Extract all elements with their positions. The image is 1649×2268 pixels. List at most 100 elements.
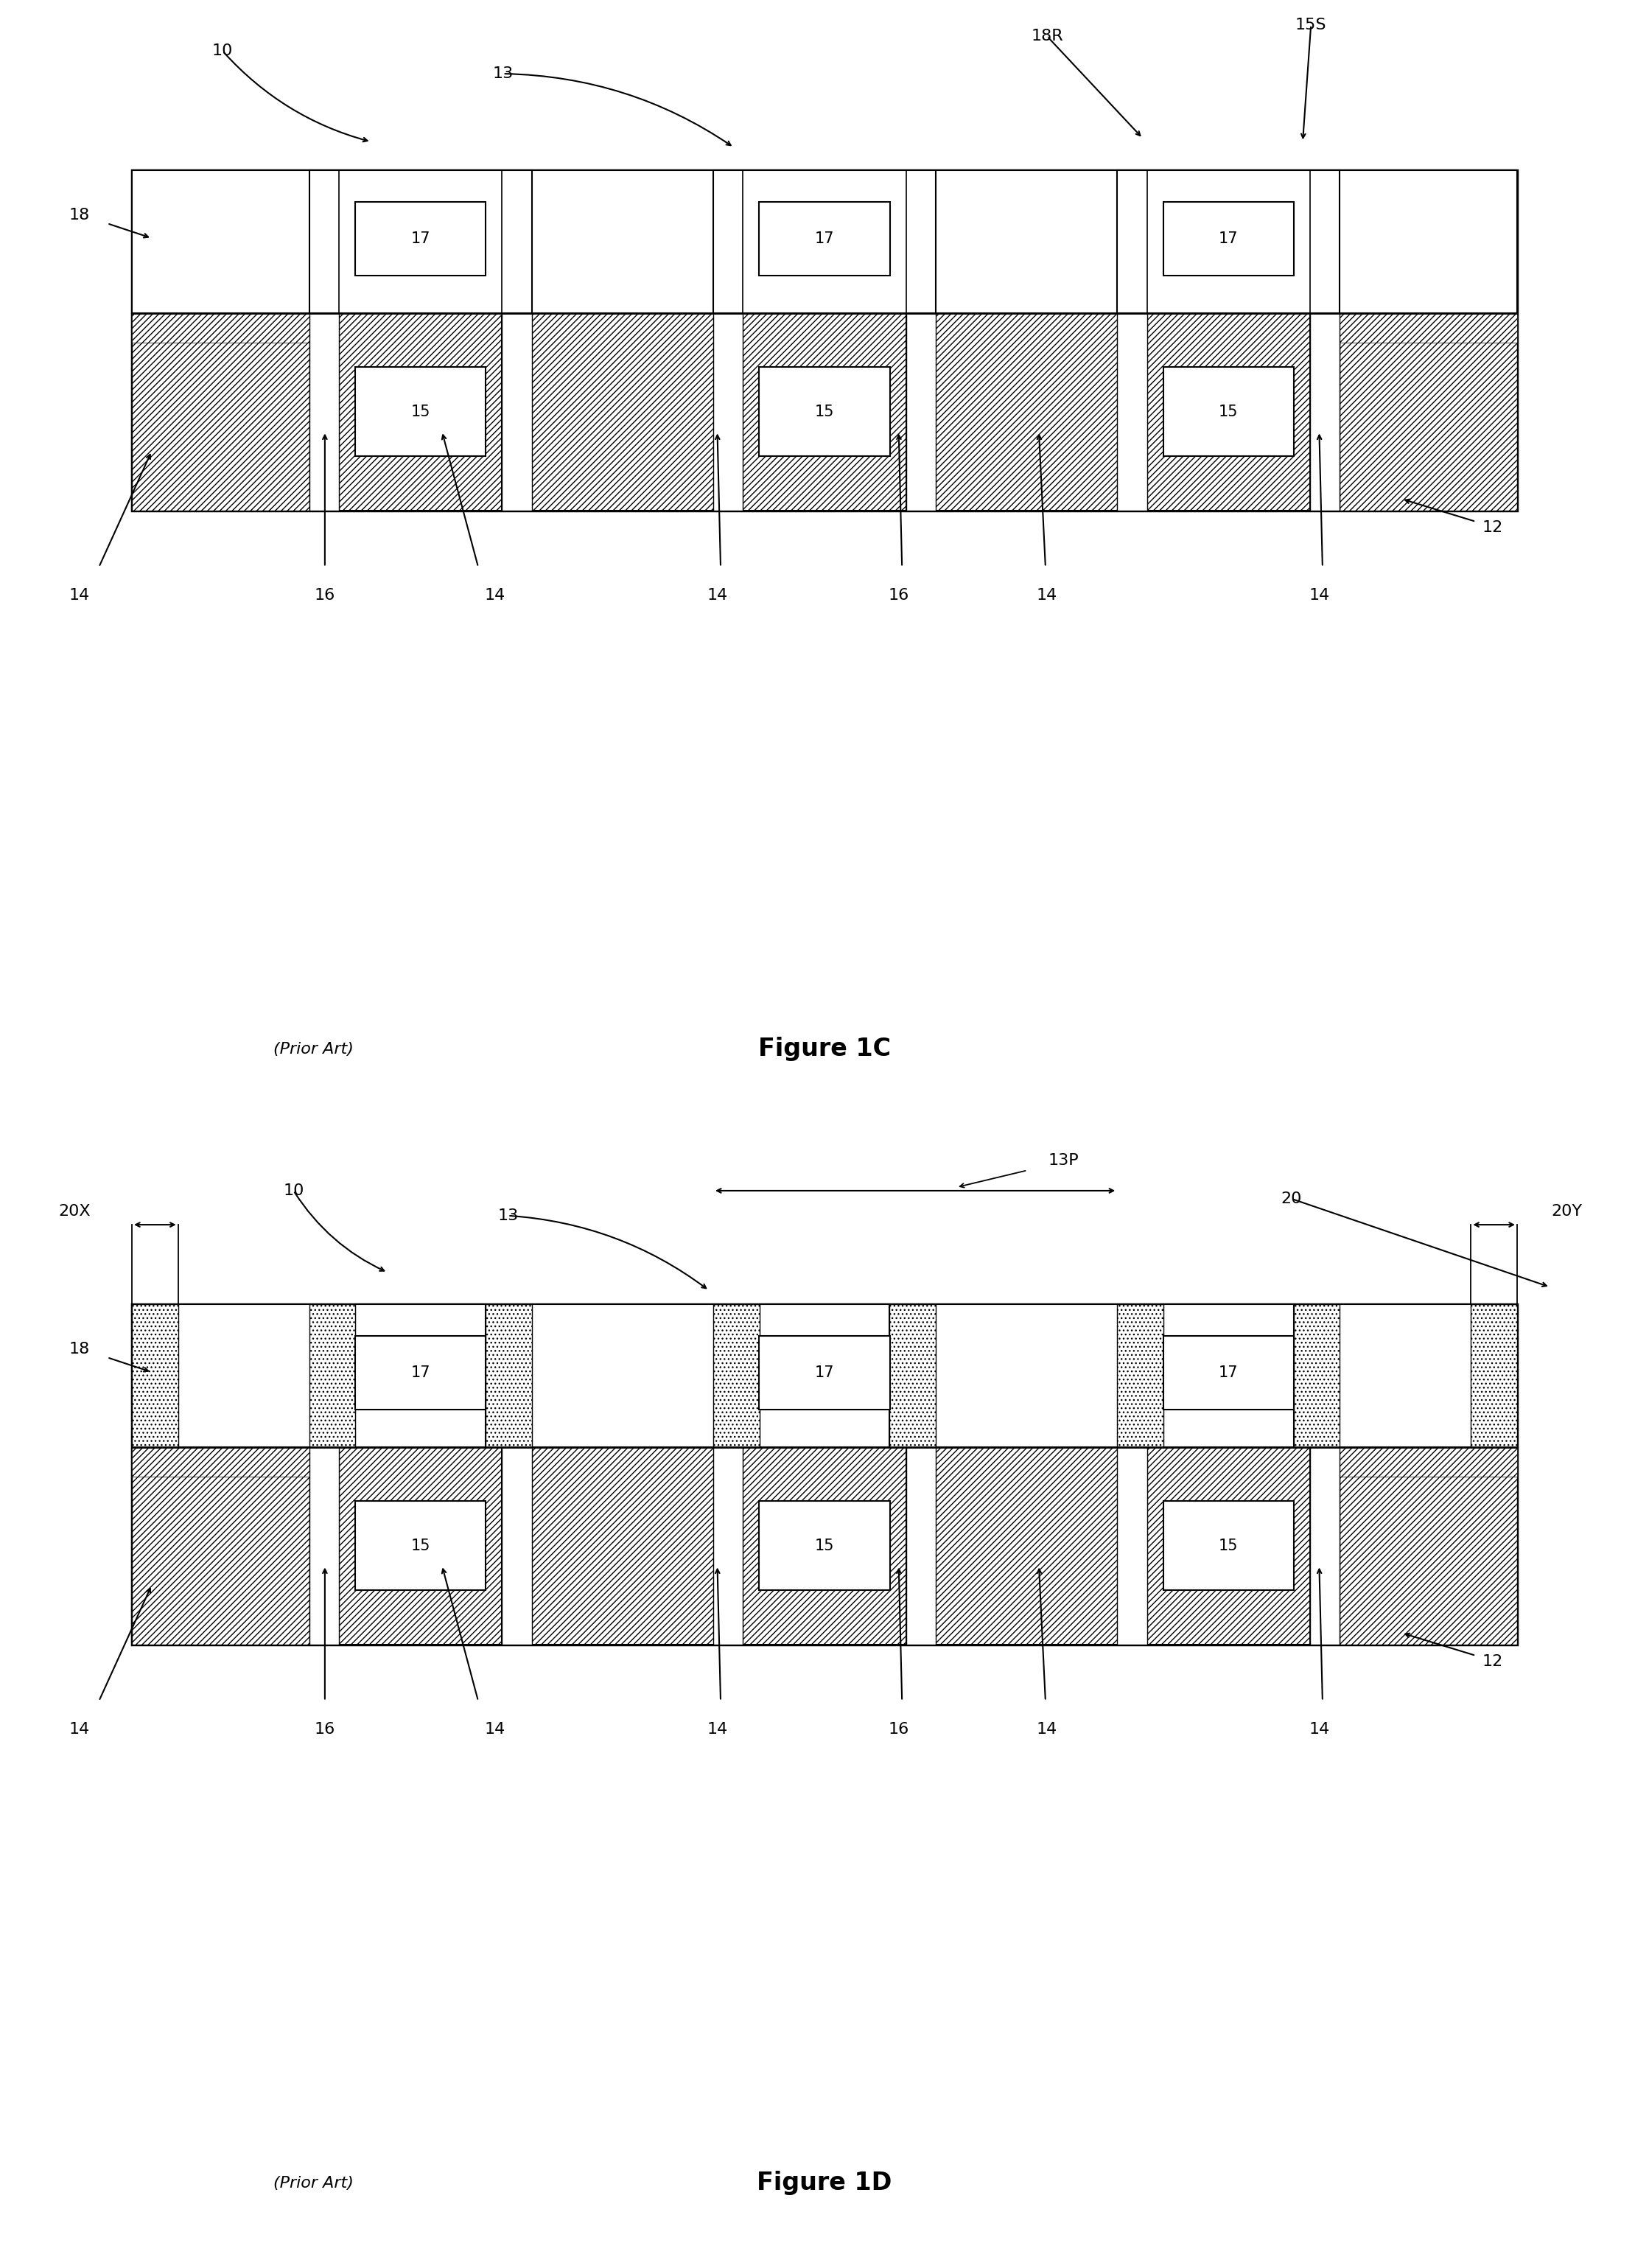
- Bar: [1164, 1304, 1293, 1447]
- Bar: [1309, 1447, 1339, 1644]
- Text: 18: 18: [69, 1343, 89, 1356]
- Text: 14: 14: [1309, 587, 1329, 603]
- Bar: [1339, 313, 1517, 510]
- Text: 10: 10: [284, 1184, 303, 1198]
- Bar: [132, 1304, 1517, 1447]
- Bar: [310, 170, 531, 313]
- Bar: [712, 313, 742, 510]
- Bar: [712, 170, 937, 313]
- Bar: [1118, 1447, 1148, 1644]
- Bar: [759, 367, 890, 456]
- Text: 14: 14: [69, 587, 89, 603]
- Text: 20: 20: [1281, 1191, 1301, 1207]
- Text: 13P: 13P: [1049, 1154, 1078, 1168]
- Bar: [132, 170, 1517, 510]
- Text: 17: 17: [815, 1365, 834, 1379]
- Bar: [356, 1304, 485, 1447]
- Bar: [355, 1336, 486, 1411]
- Text: 18: 18: [69, 209, 89, 222]
- Text: 15: 15: [815, 1538, 834, 1554]
- Bar: [132, 313, 1517, 510]
- Text: 14: 14: [485, 1721, 505, 1737]
- Bar: [132, 1304, 178, 1447]
- Bar: [907, 313, 937, 510]
- Text: 16: 16: [315, 587, 335, 603]
- Text: 15S: 15S: [1296, 18, 1326, 32]
- Bar: [907, 1447, 937, 1644]
- Bar: [310, 1304, 356, 1447]
- Text: 17: 17: [411, 231, 430, 245]
- Text: 12: 12: [1482, 519, 1502, 535]
- Bar: [712, 1304, 759, 1447]
- Text: 16: 16: [315, 1721, 335, 1737]
- Text: Figure 1D: Figure 1D: [757, 2170, 892, 2195]
- Bar: [1339, 1447, 1517, 1644]
- Bar: [340, 313, 501, 510]
- Bar: [132, 1447, 1517, 1644]
- Text: 16: 16: [889, 587, 909, 603]
- Bar: [1118, 313, 1148, 510]
- Bar: [759, 1501, 890, 1590]
- Text: 17: 17: [815, 231, 834, 245]
- Bar: [132, 1447, 310, 1476]
- Bar: [132, 170, 1517, 313]
- Bar: [355, 367, 486, 456]
- Bar: [1293, 1304, 1339, 1447]
- Bar: [132, 313, 310, 510]
- Bar: [485, 1304, 533, 1447]
- Bar: [340, 1447, 501, 1644]
- Text: 14: 14: [69, 1721, 89, 1737]
- Text: 14: 14: [1037, 587, 1057, 603]
- Bar: [759, 1304, 890, 1447]
- Bar: [501, 313, 531, 510]
- Text: 14: 14: [707, 1721, 727, 1737]
- Bar: [132, 313, 310, 342]
- Text: 15: 15: [411, 404, 430, 420]
- Text: 18R: 18R: [1031, 29, 1064, 43]
- Bar: [355, 202, 486, 277]
- Bar: [1118, 1304, 1163, 1447]
- Text: 13: 13: [498, 1209, 518, 1222]
- Bar: [759, 1336, 890, 1411]
- Bar: [1339, 313, 1517, 342]
- Bar: [1163, 1336, 1294, 1411]
- Bar: [1339, 1447, 1517, 1476]
- Text: 17: 17: [1219, 1365, 1238, 1379]
- Text: 17: 17: [1219, 231, 1238, 245]
- Bar: [1118, 170, 1339, 313]
- Text: 15: 15: [411, 1538, 430, 1554]
- Bar: [712, 1447, 742, 1644]
- Text: 15: 15: [1219, 404, 1238, 420]
- Bar: [1163, 367, 1294, 456]
- Bar: [759, 202, 890, 277]
- Text: 14: 14: [707, 587, 727, 603]
- Text: 15: 15: [1219, 1538, 1238, 1554]
- Text: 20Y: 20Y: [1552, 1204, 1581, 1218]
- Bar: [1148, 313, 1309, 510]
- Text: 17: 17: [411, 1365, 430, 1379]
- Bar: [132, 1304, 1517, 1644]
- Bar: [1148, 1447, 1309, 1644]
- Bar: [1471, 1304, 1517, 1447]
- Bar: [501, 1447, 531, 1644]
- Bar: [890, 1304, 937, 1447]
- Bar: [310, 313, 340, 510]
- Text: 14: 14: [485, 587, 505, 603]
- Text: (Prior Art): (Prior Art): [274, 1041, 353, 1057]
- Text: 16: 16: [889, 1721, 909, 1737]
- Text: (Prior Art): (Prior Art): [274, 2175, 353, 2191]
- Bar: [1163, 1501, 1294, 1590]
- Bar: [742, 1447, 907, 1644]
- Text: 14: 14: [1309, 1721, 1329, 1737]
- Text: 13: 13: [493, 66, 513, 82]
- Text: 12: 12: [1482, 1653, 1502, 1669]
- Bar: [310, 1447, 340, 1644]
- Text: 10: 10: [213, 43, 233, 59]
- Bar: [742, 313, 907, 510]
- Bar: [1309, 313, 1339, 510]
- Text: 15: 15: [815, 404, 834, 420]
- Bar: [132, 1447, 310, 1644]
- Text: 20X: 20X: [58, 1204, 91, 1218]
- Bar: [355, 1501, 486, 1590]
- Bar: [1163, 202, 1294, 277]
